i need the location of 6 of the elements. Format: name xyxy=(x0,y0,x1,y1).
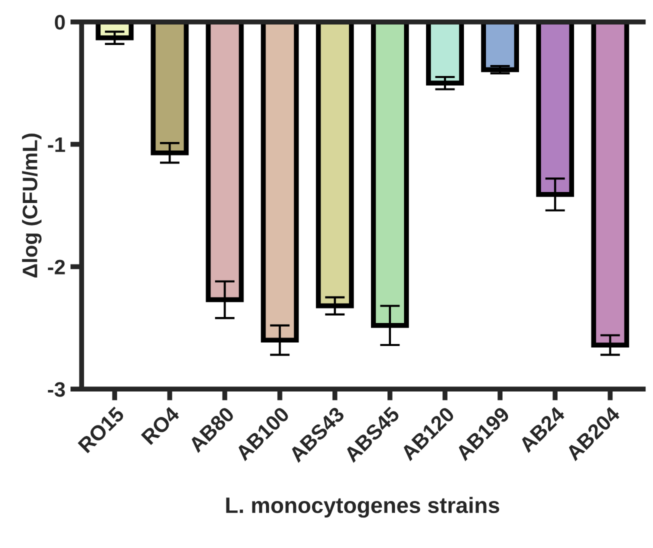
y-tick-label: -3 xyxy=(48,382,65,397)
y-tick-label: -1 xyxy=(48,138,66,152)
y-tick-label: -2 xyxy=(48,260,65,274)
y-tick-label: 0 xyxy=(54,14,65,30)
y-axis-title: Δlog (CFU/mL) xyxy=(22,134,42,278)
x-axis-title: L. monocytogenes strains xyxy=(226,496,500,518)
